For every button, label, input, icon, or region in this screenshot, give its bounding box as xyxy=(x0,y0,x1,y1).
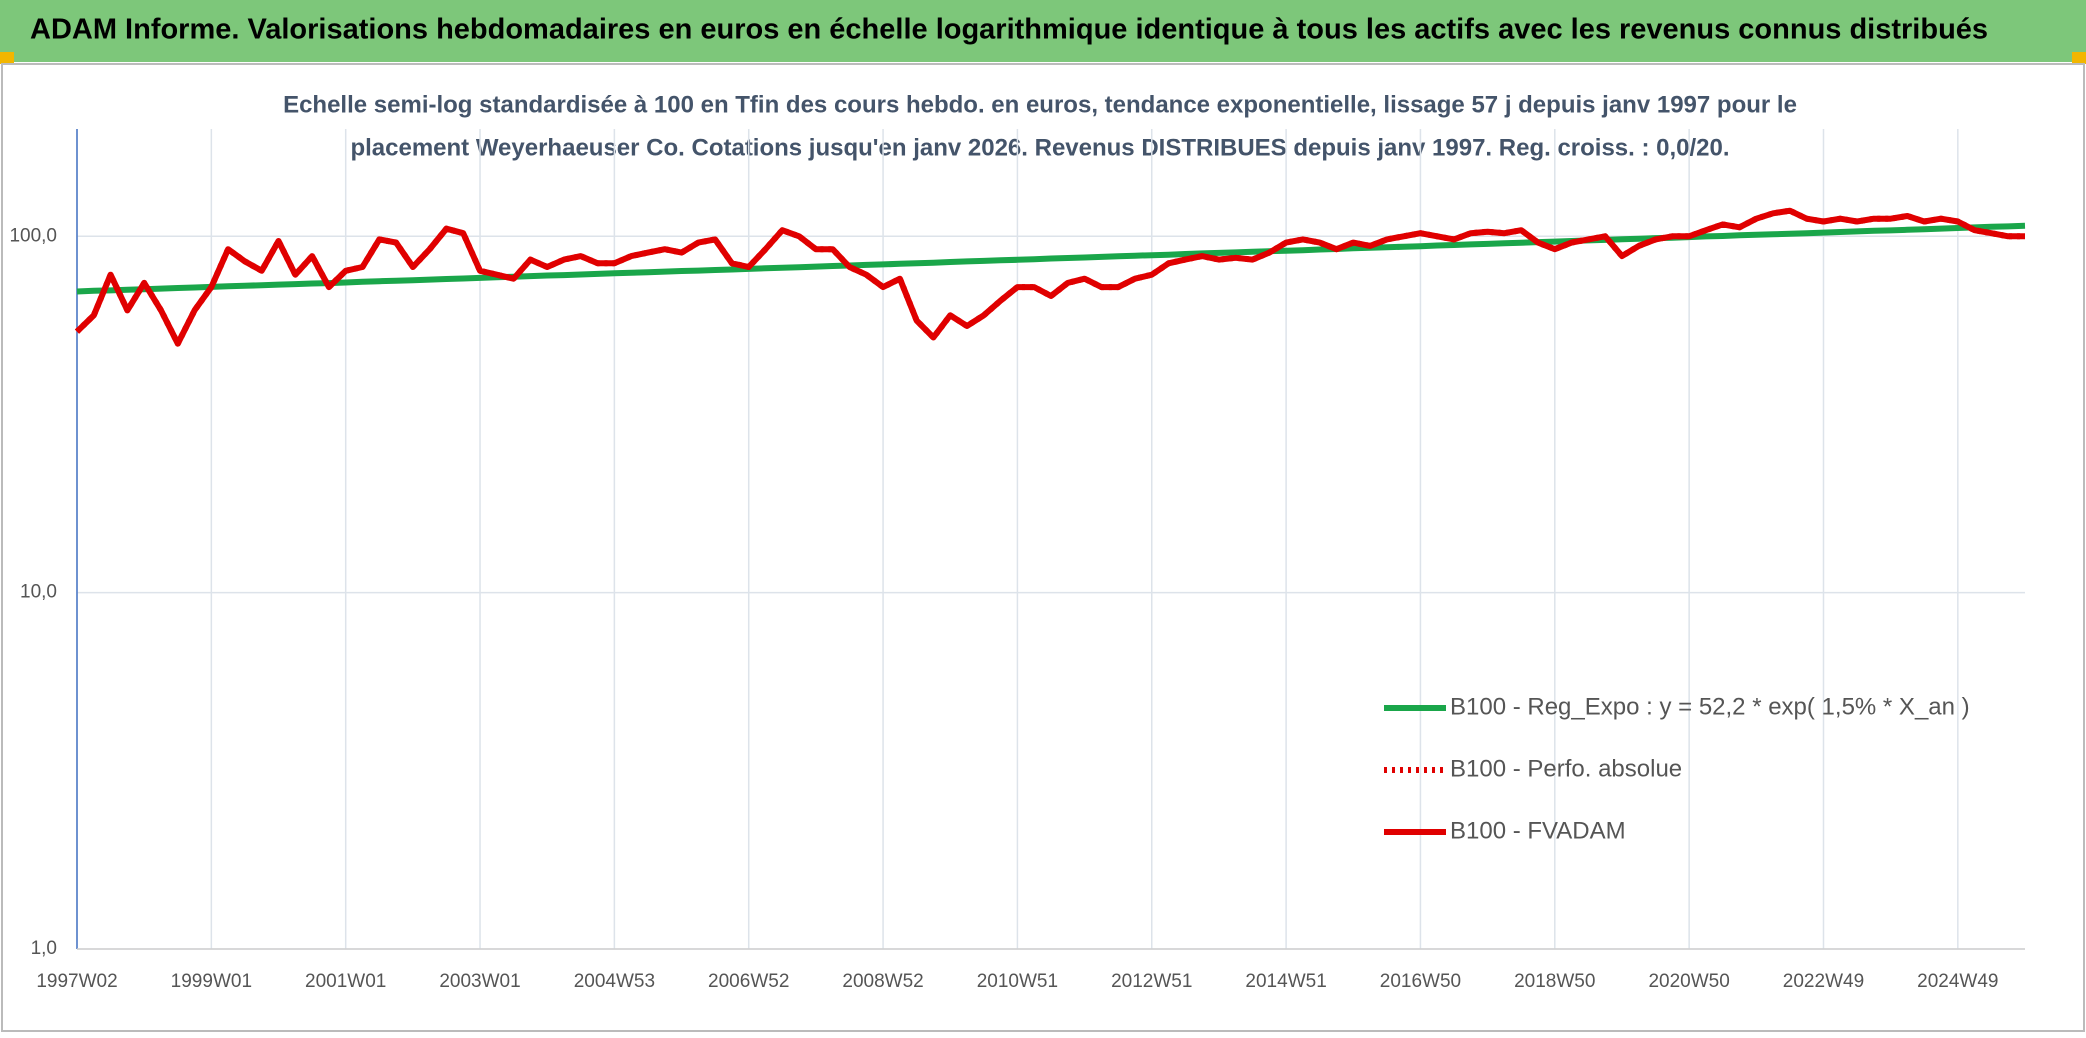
legend-label: B100 - FVADAM xyxy=(1450,817,1626,844)
corner xyxy=(0,52,14,64)
x-tick-label: 2012W51 xyxy=(1111,971,1192,992)
x-tick-label: 2004W53 xyxy=(574,971,655,992)
x-tick-label: 1997W02 xyxy=(36,971,117,992)
x-tick-label: 2008W52 xyxy=(842,971,923,992)
x-tick-label: 2014W51 xyxy=(1245,971,1326,992)
x-tick-label: 2001W01 xyxy=(305,971,386,992)
x-tick-label: 2003W01 xyxy=(439,971,520,992)
header-bar xyxy=(0,0,2086,62)
y-tick-label: 1,0 xyxy=(31,938,57,959)
header-title: ADAM Informe. Valorisations hebdomadaire… xyxy=(30,14,1988,46)
x-tick-label: 2018W50 xyxy=(1514,971,1595,992)
x-tick-label: 2016W50 xyxy=(1380,971,1461,992)
series-line xyxy=(76,222,2026,295)
series-line xyxy=(74,207,2025,347)
subtitle: Echelle semi-log standardisée à 100 en T… xyxy=(283,91,1797,118)
frame xyxy=(1,63,2085,1032)
legend-label: B100 - Perfo. absolue xyxy=(1450,755,1682,782)
x-tick-label: 2022W49 xyxy=(1783,971,1864,992)
legend-label: B100 - Reg_Expo : y = 52,2 * exp( 1,5% *… xyxy=(1450,693,1970,720)
y-tick-label: 100,0 xyxy=(9,225,57,246)
y-tick-label: 10,0 xyxy=(20,582,57,603)
x-tick-label: 2010W51 xyxy=(977,971,1058,992)
x-tick-label: 1999W01 xyxy=(171,971,252,992)
corner xyxy=(2072,52,2086,64)
subtitle: placement Weyerhaeuser Co. Cotations jus… xyxy=(350,134,1729,161)
x-tick-label: 2006W52 xyxy=(708,971,789,992)
x-tick-label: 2024W49 xyxy=(1917,971,1998,992)
x-tick-label: 2020W50 xyxy=(1648,971,1729,992)
series-line xyxy=(74,207,2025,347)
